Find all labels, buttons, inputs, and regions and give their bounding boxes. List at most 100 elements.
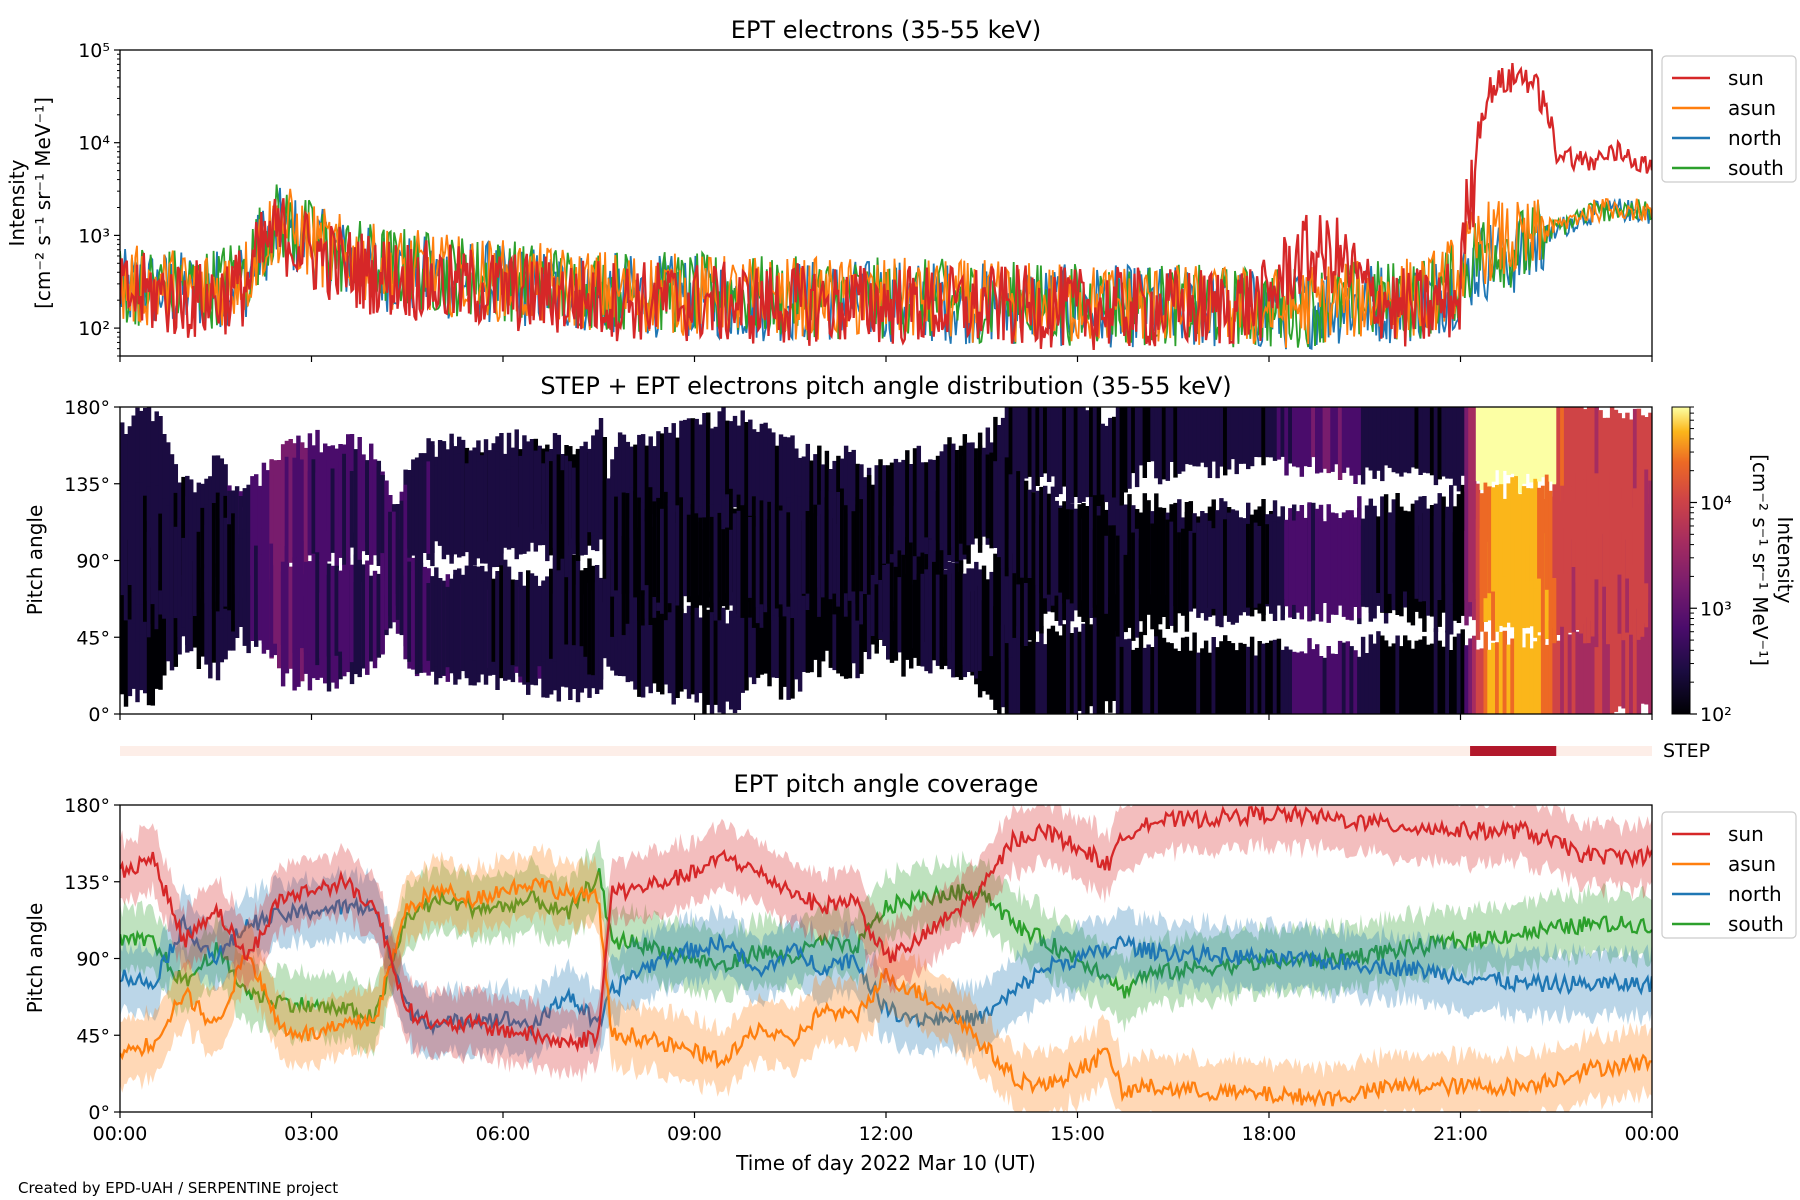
pad-cell — [1173, 648, 1178, 714]
p1-ytick-label: 10⁵ — [78, 40, 110, 62]
pad-cell — [1249, 407, 1255, 467]
pad-cell — [1257, 526, 1262, 604]
pad-cell — [675, 505, 680, 606]
pad-cell — [1529, 407, 1534, 483]
pad-cell — [1567, 486, 1573, 573]
pad-cell — [1579, 484, 1584, 571]
pad-cell — [1383, 640, 1389, 714]
pad-cell — [916, 573, 922, 666]
pad-cell — [840, 488, 845, 608]
pad-cell — [376, 576, 382, 656]
pad-cell — [1265, 524, 1270, 605]
pad-cell — [725, 527, 730, 610]
pad-cell — [974, 448, 979, 538]
pad-cell — [158, 513, 163, 591]
pad-cell — [740, 410, 745, 521]
pad-cell — [177, 518, 182, 637]
pad-cell — [1518, 530, 1523, 640]
pad-cell — [1567, 539, 1573, 633]
pad-cell — [1518, 407, 1523, 494]
pad-cell — [361, 564, 366, 669]
pad-cell — [633, 586, 638, 690]
pad-cell — [564, 602, 569, 688]
pad-cell — [702, 413, 707, 530]
pad-cell — [1031, 407, 1036, 493]
pad-cell — [598, 577, 604, 680]
pad-cell — [1598, 410, 1603, 507]
pad-cell — [794, 448, 799, 541]
pad-cell — [966, 568, 971, 672]
pad-cell — [954, 563, 960, 678]
pad-cell — [778, 434, 784, 538]
pad-cell — [767, 580, 772, 687]
pad-cell — [1357, 407, 1362, 476]
pad-cell — [751, 429, 757, 515]
pad-cell — [131, 495, 136, 592]
pad-cell — [1625, 412, 1630, 504]
pad-cell — [1146, 538, 1151, 615]
pad-cell — [893, 458, 899, 556]
pad-cell — [763, 494, 768, 613]
p2-ytick-label: 45° — [76, 627, 110, 649]
pad-cell — [1606, 528, 1611, 645]
pad-cell — [1395, 635, 1400, 714]
pad-cell — [1571, 490, 1577, 567]
pad-cell — [211, 503, 217, 610]
pad-cell — [928, 567, 933, 674]
pad-cell — [568, 551, 573, 641]
pad-cell — [1269, 407, 1274, 458]
pad-cell — [1027, 641, 1033, 714]
pad-cell — [1062, 407, 1067, 487]
pad-cell — [1521, 407, 1527, 484]
pad-cell — [564, 455, 569, 578]
pad-cell — [1192, 532, 1197, 609]
legend-box — [1661, 55, 1797, 183]
pad-cell — [143, 407, 148, 519]
pad-cell — [587, 558, 592, 675]
pad-cell — [1552, 484, 1557, 578]
pad-cell — [549, 461, 554, 556]
pad-cell — [1127, 552, 1132, 628]
pad-cell — [154, 411, 159, 519]
pad-cell — [1617, 413, 1622, 504]
pad-cell — [1081, 503, 1086, 622]
pad-cell — [1276, 638, 1282, 714]
pad-cell — [234, 517, 240, 638]
pad-cell — [495, 576, 500, 664]
pad-cell — [1004, 560, 1010, 644]
pad-cell — [1376, 516, 1381, 593]
pad-cell — [1307, 407, 1312, 467]
pad-cell — [1246, 407, 1251, 470]
pad-cell — [1004, 624, 1010, 714]
pad-cell — [1318, 656, 1324, 714]
pad-cell — [1043, 407, 1048, 474]
pad-cell — [1031, 630, 1036, 714]
pad-cell — [744, 596, 749, 691]
pad-cell — [1161, 407, 1167, 480]
pad-cell — [1272, 639, 1278, 714]
pad-cell — [246, 484, 251, 571]
pad-cell — [1475, 483, 1481, 600]
pad-cell — [675, 600, 680, 698]
pad-cell — [571, 467, 577, 555]
pad-cell — [292, 557, 297, 653]
pad-cell — [1023, 407, 1029, 479]
pad-cell — [1184, 511, 1190, 632]
pad-cell — [376, 460, 382, 566]
pad-cell — [1307, 638, 1312, 714]
pad-cell — [1330, 407, 1335, 472]
pad-cell — [146, 486, 152, 601]
pad-cell — [150, 482, 156, 605]
pad-cell — [1337, 640, 1343, 714]
pad-cell — [533, 575, 539, 681]
pad-cell — [288, 566, 293, 643]
pad-cell — [1146, 644, 1151, 714]
pad-cell — [250, 476, 255, 576]
pad-cell — [729, 529, 734, 606]
pad-cell — [1322, 521, 1328, 601]
pad-cell — [476, 566, 481, 674]
pad-cell — [1606, 417, 1611, 499]
pad-cell — [1295, 515, 1301, 610]
pad-cell — [629, 487, 634, 600]
pad-cell — [640, 434, 646, 545]
